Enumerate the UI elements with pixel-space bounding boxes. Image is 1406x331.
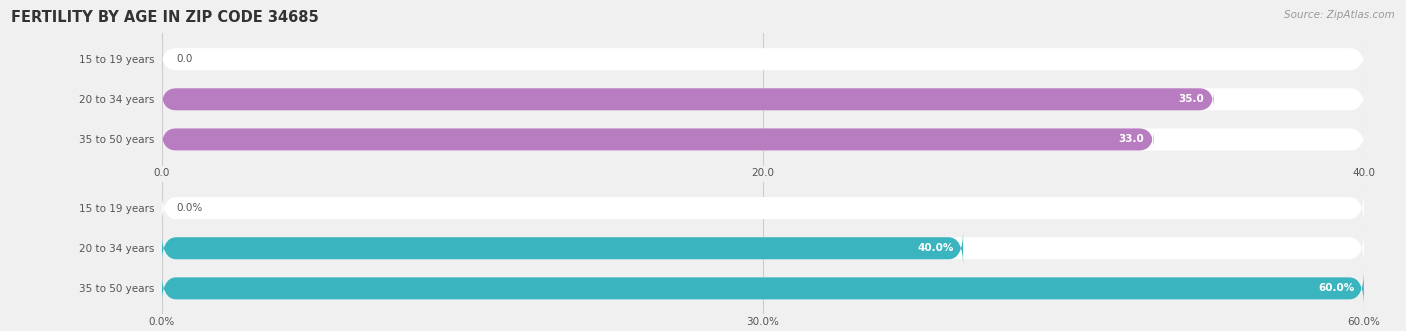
- FancyBboxPatch shape: [162, 48, 1364, 70]
- FancyBboxPatch shape: [162, 88, 1213, 110]
- FancyBboxPatch shape: [162, 128, 1364, 151]
- FancyBboxPatch shape: [162, 128, 1153, 151]
- Text: 35.0: 35.0: [1178, 94, 1204, 104]
- FancyBboxPatch shape: [162, 230, 1364, 266]
- FancyBboxPatch shape: [162, 230, 963, 266]
- Text: 60.0%: 60.0%: [1317, 283, 1354, 293]
- Text: 0.0: 0.0: [176, 54, 193, 64]
- Text: 40.0%: 40.0%: [917, 243, 953, 253]
- Text: FERTILITY BY AGE IN ZIP CODE 34685: FERTILITY BY AGE IN ZIP CODE 34685: [11, 10, 319, 25]
- Text: Source: ZipAtlas.com: Source: ZipAtlas.com: [1284, 10, 1395, 20]
- FancyBboxPatch shape: [162, 88, 1364, 110]
- FancyBboxPatch shape: [162, 270, 1364, 306]
- Text: 33.0: 33.0: [1118, 134, 1144, 144]
- Text: 0.0%: 0.0%: [176, 203, 202, 213]
- FancyBboxPatch shape: [162, 190, 1364, 226]
- FancyBboxPatch shape: [162, 270, 1364, 306]
